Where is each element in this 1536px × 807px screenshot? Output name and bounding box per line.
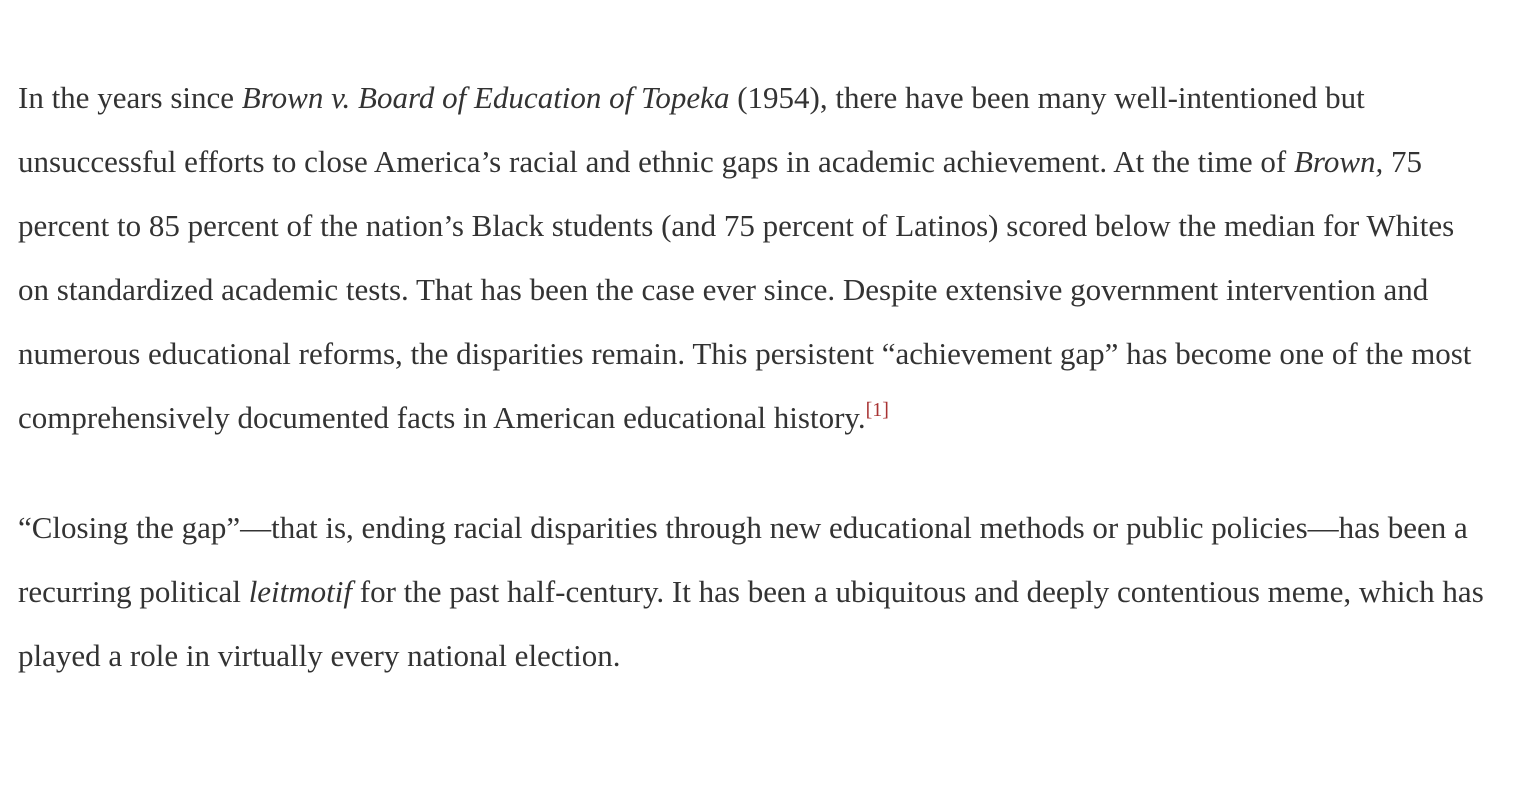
paragraph-1: In the years since Brown v. Board of Edu… [18, 66, 1488, 450]
case-short-italic: Brown, [1294, 144, 1384, 179]
paragraph-1-text-2: (1954), there have been many well-intent… [18, 80, 1365, 179]
paragraph-2-text-1: “Closing the gap”—that is, ending racial… [18, 510, 1468, 609]
case-name-italic: Brown v. Board of Education of Topeka [241, 80, 730, 115]
article-body: In the years since Brown v. Board of Edu… [18, 66, 1488, 688]
footnote-link-1[interactable]: [1] [865, 399, 889, 421]
paragraph-2: “Closing the gap”—that is, ending racial… [18, 496, 1488, 688]
paragraph-2-text-2: for the past half-century. It has been a… [18, 574, 1484, 673]
paragraph-1-text-3: 75 percent to 85 percent of the nation’s… [18, 144, 1472, 435]
paragraph-1-text-1: In the years since [18, 80, 242, 115]
term-italic: leitmotif [248, 574, 353, 609]
